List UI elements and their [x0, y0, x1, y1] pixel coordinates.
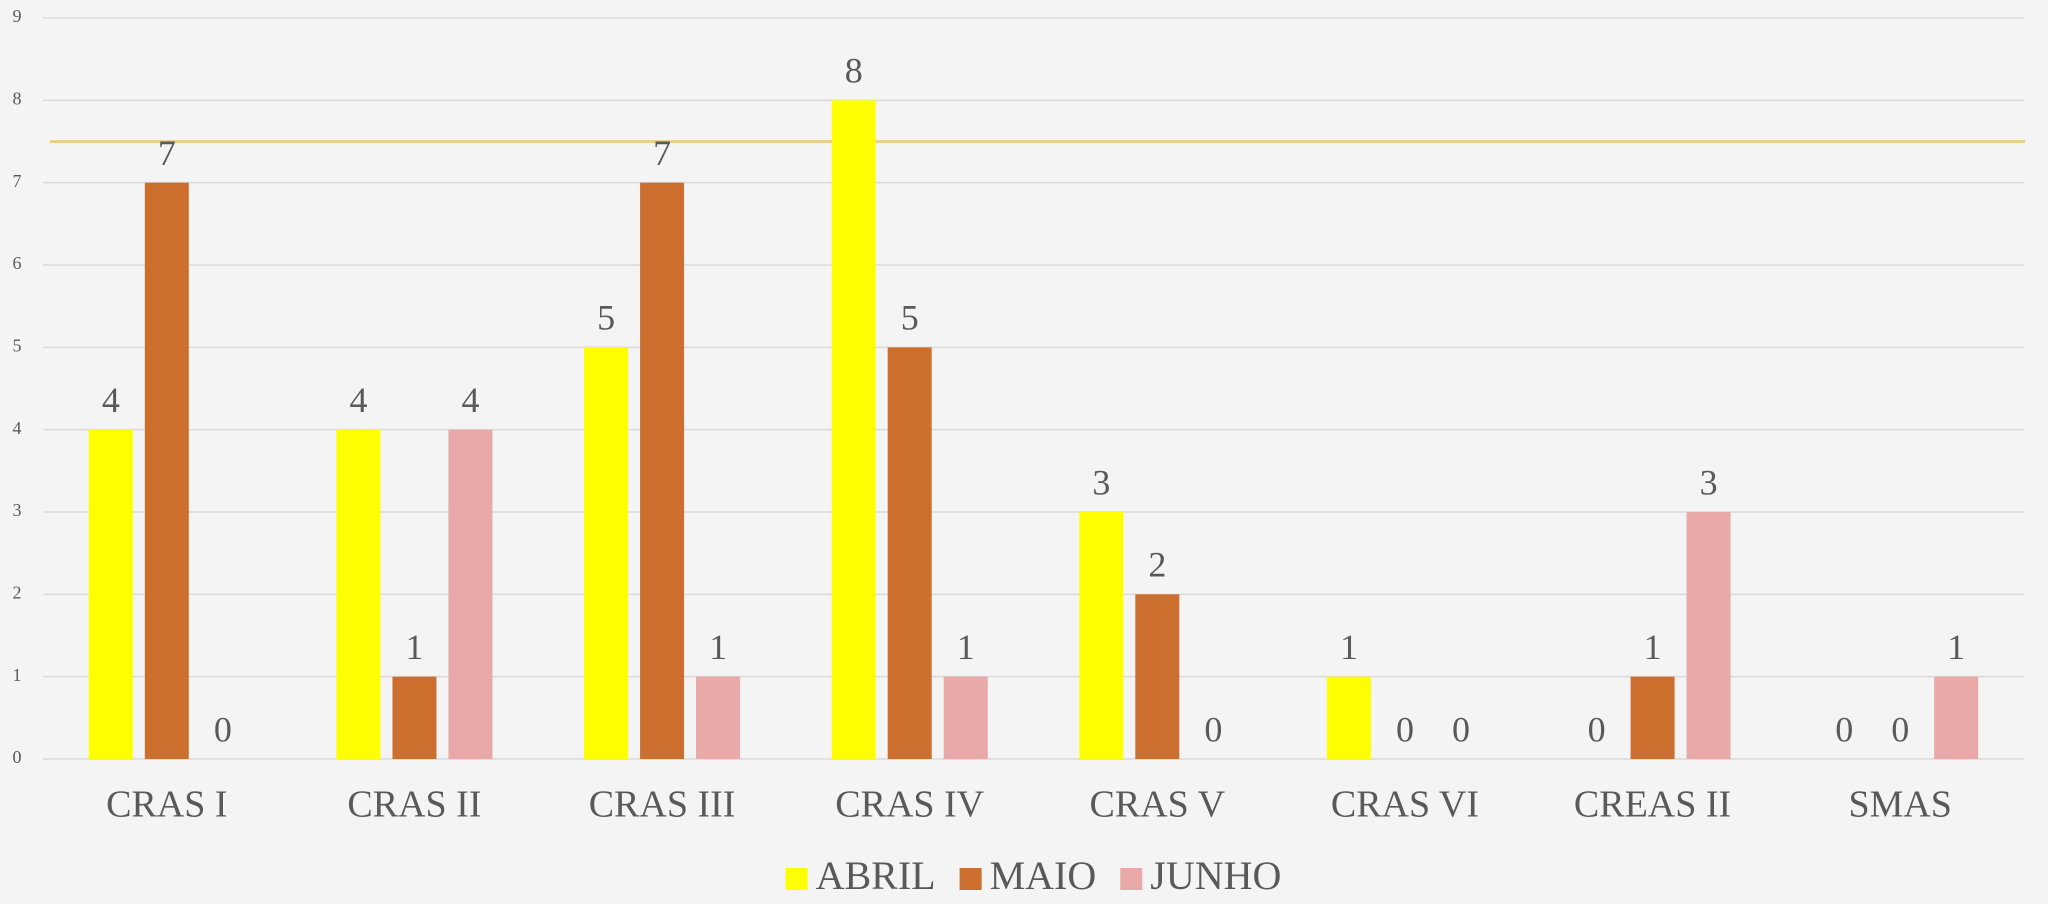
legend-swatch: [959, 868, 982, 890]
data-label: 4: [102, 380, 120, 420]
data-label: 0: [214, 709, 232, 749]
x-tick-label: CRAS IV: [835, 784, 984, 826]
data-label: 0: [1396, 709, 1414, 749]
data-label: 2: [1148, 545, 1166, 585]
bar: [88, 429, 133, 759]
x-tick-label: CRAS III: [589, 784, 736, 826]
y-tick-label: 6: [13, 253, 22, 273]
y-tick-label: 3: [13, 500, 22, 520]
x-tick-label: SMAS: [1848, 784, 1952, 826]
bar: [696, 676, 741, 759]
y-tick-label: 5: [13, 335, 22, 355]
data-label: 1: [957, 627, 975, 667]
y-tick-label: 0: [13, 747, 22, 767]
bar: [584, 347, 629, 759]
data-label: 0: [1452, 709, 1470, 749]
y-tick-label: 2: [13, 582, 22, 602]
legend-label: ABRIL: [816, 853, 936, 898]
data-label: 0: [1835, 709, 1853, 749]
legend-label: MAIO: [990, 853, 1097, 898]
y-tick-label: 4: [13, 418, 22, 438]
data-label: 3: [1092, 462, 1110, 502]
y-tick-label: 7: [13, 171, 22, 191]
data-label: 1: [1947, 627, 1965, 667]
x-tick-label: CRAS V: [1090, 784, 1226, 826]
data-label: 1: [709, 627, 727, 667]
data-label: 7: [158, 133, 176, 173]
bar: [1326, 676, 1371, 759]
data-label: 1: [405, 627, 423, 667]
bar: [1079, 512, 1124, 759]
y-tick-label: 9: [13, 6, 22, 26]
legend-label: JUNHO: [1150, 853, 1281, 898]
bar: [887, 347, 932, 759]
x-tick-label: CRAS I: [106, 784, 227, 826]
bar: [640, 182, 685, 759]
data-label: 0: [1891, 709, 1909, 749]
data-label: 3: [1700, 462, 1718, 502]
bar: [1934, 676, 1979, 759]
x-tick-label: CREAS II: [1574, 784, 1731, 826]
bar: [1686, 512, 1731, 759]
bar: [144, 182, 189, 759]
data-label: 5: [597, 298, 615, 338]
data-label: 4: [461, 380, 479, 420]
data-label: 1: [1340, 627, 1358, 667]
data-label: 8: [845, 51, 863, 91]
x-tick-label: CRAS II: [347, 784, 481, 826]
legend-swatch: [785, 868, 808, 890]
y-tick-label: 1: [13, 665, 22, 685]
bar: [1135, 594, 1180, 759]
bar: [448, 429, 493, 759]
bar: [392, 676, 437, 759]
data-label: 7: [653, 133, 671, 173]
y-tick-label: 8: [13, 88, 22, 108]
data-label: 0: [1204, 709, 1222, 749]
data-label: 0: [1588, 709, 1606, 749]
legend-swatch: [1120, 868, 1143, 890]
data-label: 5: [901, 298, 919, 338]
bar: [943, 676, 988, 759]
bar: [336, 429, 381, 759]
x-tick-label: CRAS VI: [1331, 784, 1479, 826]
bar: [831, 100, 876, 760]
data-label: 1: [1644, 627, 1662, 667]
data-label: 4: [349, 380, 367, 420]
bar: [1630, 676, 1675, 759]
